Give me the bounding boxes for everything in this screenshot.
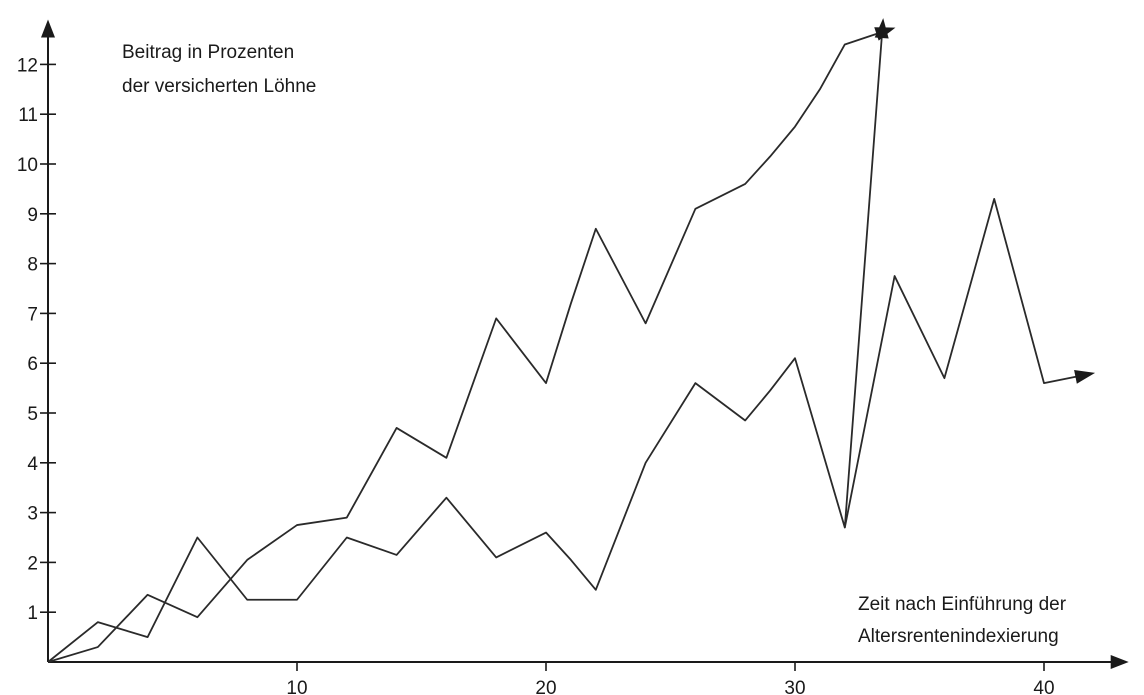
y-tick-label-9: 9 [27,205,38,226]
x-tick-label-10: 10 [286,678,307,695]
y-tick-label-4: 4 [27,454,38,475]
x-axis-title-line-1: Zeit nach Einführung der [858,594,1067,615]
series-arrowhead-2 [874,27,896,41]
y-axis-arrowhead [41,19,55,38]
axes [41,19,1129,669]
y-tick-label-6: 6 [27,354,38,375]
y-tick-label-1: 1 [27,603,38,624]
x-tick-label-40: 40 [1033,678,1054,695]
axis-titles: Beitrag in Prozenten der versicherten Lö… [122,42,1067,647]
x-axis-title-line-2: Altersrentenindexierung [858,626,1059,647]
y-tick-label-2: 2 [27,553,38,574]
y-tick-label-8: 8 [27,255,38,276]
series-line-1 [47,31,884,663]
y-tick-label-12: 12 [17,55,38,76]
x-tick-label-20: 20 [535,678,556,695]
y-axis-title-line-1: Beitrag in Prozenten [122,42,294,63]
series-arrowhead-tail [1074,369,1096,384]
y-tick-label-5: 5 [27,404,38,425]
ticks [40,63,1045,671]
series-line-2 [47,31,883,663]
series-layer [47,18,1096,663]
y-axis-title-line-2: der versicherten Löhne [122,76,316,97]
x-tick-label-30: 30 [784,678,805,695]
series-line-tail [843,197,1082,528]
y-tick-label-7: 7 [27,304,38,325]
y-tick-label-10: 10 [17,155,38,176]
y-tick-label-3: 3 [27,504,38,525]
x-axis-arrowhead [1110,655,1129,669]
y-tick-label-11: 11 [18,105,38,126]
